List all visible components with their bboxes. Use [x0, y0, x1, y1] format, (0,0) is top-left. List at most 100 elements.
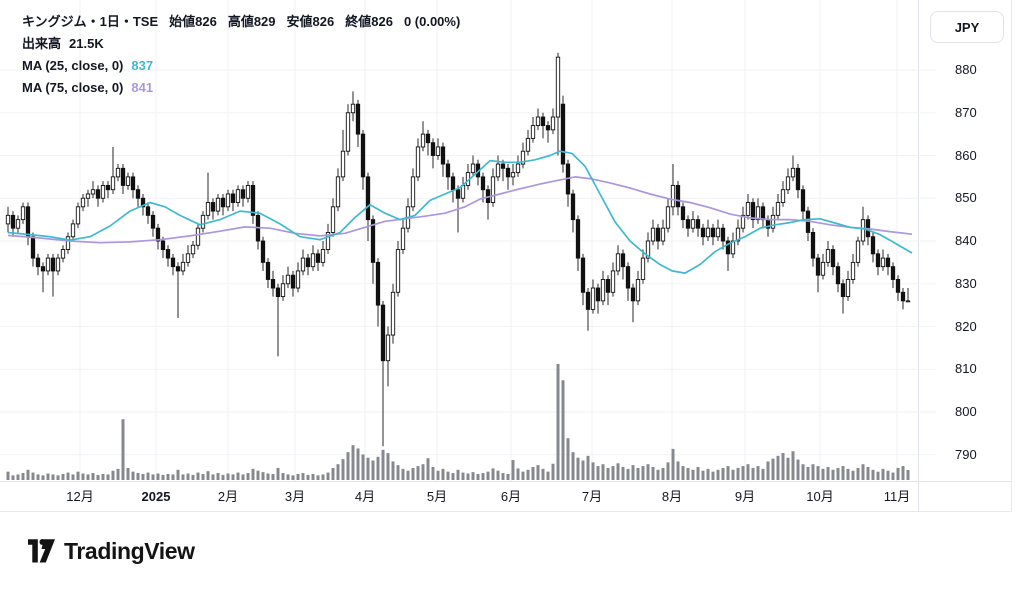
candle [275, 287, 281, 298]
candle [695, 219, 701, 229]
time-axis-label: 9月 [734, 489, 756, 504]
volume-bar [586, 455, 590, 480]
volume-bar [321, 474, 325, 480]
ma75-row[interactable]: MA (75, close, 0) 841 [22, 77, 460, 99]
volume-bar [866, 467, 870, 480]
candle [150, 214, 156, 229]
volume-bar [346, 452, 350, 480]
volume-bar [281, 473, 285, 480]
volume-bar [826, 467, 830, 480]
candle [240, 189, 246, 199]
candle [140, 197, 146, 208]
volume-bar [801, 464, 805, 480]
volume-bar [906, 470, 910, 480]
candle [215, 197, 221, 212]
volume-bar [396, 465, 400, 480]
candle [850, 261, 856, 280]
volume-bar [166, 473, 170, 480]
candle [310, 253, 316, 268]
candle [20, 206, 26, 221]
time-axis-label: 4月 [354, 489, 376, 504]
volume-bar [496, 470, 500, 480]
candle [870, 236, 876, 255]
ma75-value: 841 [131, 80, 154, 95]
volume-bar [516, 468, 520, 480]
volume-bar [126, 467, 130, 480]
volume-bar [241, 474, 245, 480]
volume-bar [896, 467, 900, 480]
volume-bar [401, 468, 405, 480]
volume-bar [86, 474, 90, 480]
volume-bar [456, 469, 460, 480]
volume-bar [171, 474, 175, 480]
candle [755, 206, 761, 221]
candle [670, 184, 676, 208]
currency-toggle-button[interactable]: JPY [930, 11, 1004, 43]
volume-bar [841, 466, 845, 480]
candle [500, 163, 506, 169]
volume-bar [26, 469, 30, 480]
volume-bar [576, 457, 580, 480]
candle [280, 283, 286, 298]
candle [725, 240, 731, 255]
candle [845, 279, 851, 298]
volume-bar [846, 468, 850, 480]
candle [525, 137, 531, 152]
candle [605, 279, 611, 293]
volume-bar [541, 468, 545, 480]
volume-bar [526, 469, 530, 480]
volume-bar [131, 471, 135, 480]
high-value: 高値829 [227, 14, 276, 29]
candle [515, 163, 521, 174]
candle [890, 266, 896, 280]
volume-bar [21, 473, 25, 480]
volume-bar [31, 472, 35, 480]
chart-legend: キングジム・1日・TSE 始値826 高値829 安値826 終値826 0 (… [22, 11, 460, 99]
candle [55, 257, 61, 272]
axis-borders [0, 0, 1012, 512]
candle [285, 274, 291, 285]
candle [575, 219, 581, 259]
candle [540, 116, 546, 127]
volume-bar [661, 467, 665, 480]
volume-bar [326, 472, 330, 480]
candle [305, 257, 311, 268]
chart-canvas[interactable] [0, 0, 1012, 512]
candle [545, 125, 551, 131]
volume-bar [76, 471, 80, 480]
volume-bar [786, 457, 790, 480]
candle [100, 184, 106, 199]
time-axis-label: 7月 [581, 489, 603, 504]
candle [675, 184, 681, 208]
volume-bar [176, 469, 180, 480]
volume-bar [376, 456, 380, 480]
candle [705, 227, 711, 238]
candle [175, 266, 181, 272]
time-axis-label: 3月 [284, 489, 306, 504]
candle [195, 227, 201, 246]
volume-bar [706, 468, 710, 480]
volume-bar [206, 471, 210, 480]
volume-bar [551, 463, 555, 480]
symbol-ohlc-row[interactable]: キングジム・1日・TSE 始値826 高値829 安値826 終値826 0 (… [22, 11, 460, 33]
symbol-title: キングジム・1日・TSE [22, 14, 159, 29]
volume-bar [71, 474, 75, 480]
ma25-row[interactable]: MA (25, close, 0) 837 [22, 55, 460, 77]
candle [430, 142, 436, 156]
tradingview-footer[interactable]: TradingView [28, 536, 195, 566]
price-axis-label: 840 [955, 233, 977, 248]
tradingview-logo-icon [28, 538, 55, 563]
volume-row[interactable]: 出来高 21.5K [22, 33, 460, 55]
candle [635, 279, 641, 302]
candle [205, 202, 211, 216]
volume-bar [591, 462, 595, 480]
candle [395, 249, 401, 293]
volume-bar [301, 473, 305, 480]
candle [265, 261, 271, 280]
volume-bar [261, 472, 265, 480]
volume-bar [566, 438, 570, 480]
candle [460, 184, 466, 199]
candle [45, 257, 51, 272]
volume-bar [851, 470, 855, 480]
candle [520, 150, 526, 165]
